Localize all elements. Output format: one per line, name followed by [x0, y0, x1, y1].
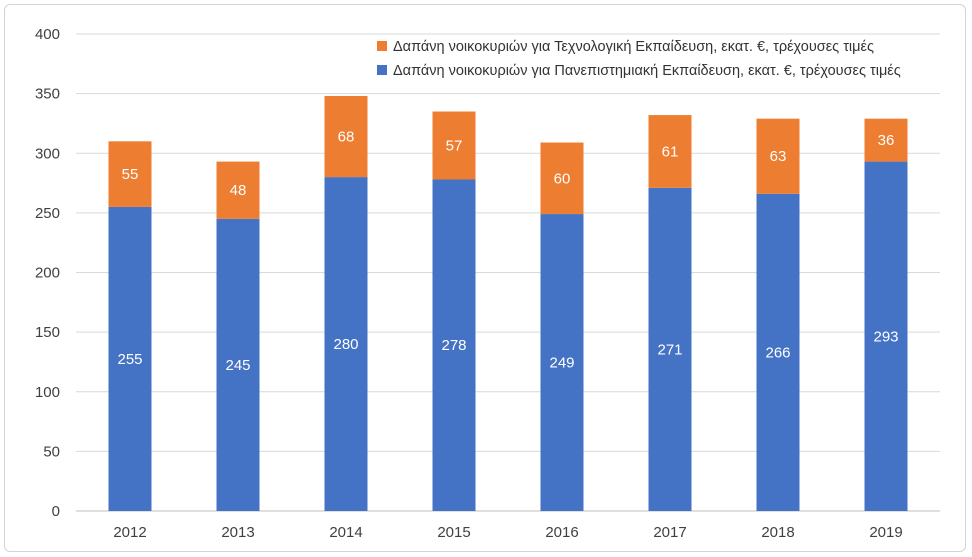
data-label: 255 — [117, 351, 142, 368]
x-tick-label: 2012 — [113, 524, 146, 541]
data-label: 266 — [765, 344, 790, 361]
y-tick-label: 250 — [35, 205, 60, 222]
y-tick-label: 300 — [35, 145, 60, 162]
x-tick-label: 2016 — [545, 524, 578, 541]
data-label: 55 — [122, 166, 139, 183]
legend: Δαπάνη νοικοκυριών για Τεχνολογική Εκπαί… — [377, 39, 901, 79]
x-tick-label: 2014 — [329, 524, 362, 541]
y-axis-ticks: 0 50 100 150 200 250 300 350 400 — [35, 26, 60, 520]
x-tick-label: 2019 — [869, 524, 902, 541]
bar-university-2017 — [648, 187, 692, 511]
data-label: 280 — [333, 336, 358, 353]
bar-technological-2013 — [216, 161, 260, 219]
x-axis-ticks: 2012 2013 2014 2015 2016 2017 2018 2019 — [113, 524, 902, 541]
bar-university-2018 — [756, 193, 800, 512]
data-label: 36 — [878, 132, 895, 149]
legend-swatch — [377, 65, 387, 75]
data-label: 68 — [338, 129, 355, 146]
x-tick-label: 2015 — [437, 524, 470, 541]
legend-label: Δαπάνη νοικοκυριών για Τεχνολογική Εκπαί… — [393, 39, 874, 55]
data-label: 293 — [873, 328, 898, 345]
bar-university-2016 — [540, 214, 584, 511]
chart-frame — [4, 4, 966, 552]
data-label: 63 — [770, 148, 787, 165]
y-tick-label: 100 — [35, 384, 60, 401]
data-label: 60 — [554, 170, 571, 187]
bars — [108, 96, 908, 512]
bar-university-2012 — [108, 206, 152, 511]
bar-university-2014 — [324, 177, 368, 511]
x-tick-label: 2018 — [761, 524, 794, 541]
bar-university-2013 — [216, 218, 260, 511]
y-tick-label: 400 — [35, 26, 60, 43]
data-label: 249 — [549, 355, 574, 372]
y-tick-label: 350 — [35, 86, 60, 103]
y-tick-label: 50 — [43, 443, 60, 460]
data-label: 245 — [225, 357, 250, 374]
legend-swatch — [377, 41, 387, 51]
bar-technological-2017 — [648, 115, 692, 188]
data-label: 61 — [662, 143, 679, 160]
y-tick-label: 150 — [35, 324, 60, 341]
bar-technological-2012 — [108, 141, 152, 207]
x-tick-label: 2017 — [653, 524, 686, 541]
bar-technological-2016 — [540, 142, 584, 215]
data-label: 48 — [230, 182, 247, 199]
gridlines — [76, 33, 940, 512]
x-tick-label: 2013 — [221, 524, 254, 541]
data-label: 57 — [446, 137, 463, 154]
bar-technological-2015 — [432, 111, 476, 180]
data-labels: 255 55 245 48 280 68 278 57 249 60 271 61 266 63 293 36 — [117, 129, 898, 374]
y-tick-label: 0 — [52, 503, 60, 520]
bar-technological-2018 — [756, 118, 800, 194]
data-label: 278 — [441, 337, 466, 354]
legend-label: Δαπάνη νοικοκυριών για Πανεπιστημιακή Εκ… — [393, 63, 901, 79]
bar-university-2015 — [432, 179, 476, 512]
data-label: 271 — [657, 341, 682, 358]
bar-technological-2019 — [864, 118, 908, 162]
y-tick-label: 200 — [35, 265, 60, 282]
bar-university-2019 — [864, 161, 908, 511]
bar-technological-2014 — [324, 96, 368, 178]
